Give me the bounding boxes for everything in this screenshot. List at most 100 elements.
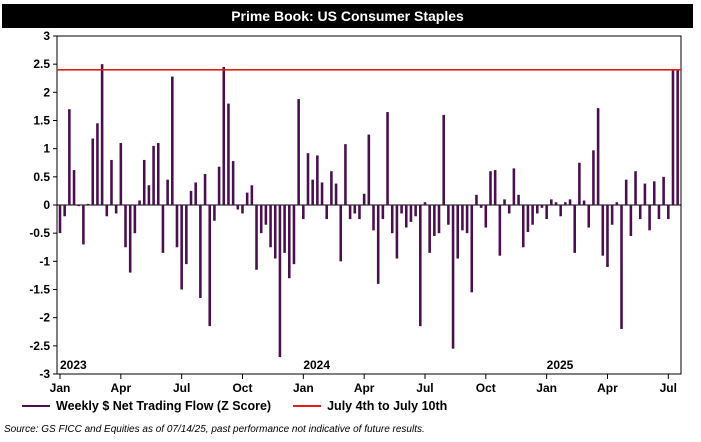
bar: [208, 205, 212, 327]
bar: [559, 205, 562, 217]
bar: [58, 205, 62, 234]
bar: [667, 205, 670, 220]
bar: [114, 205, 118, 214]
bar: [573, 205, 577, 253]
bar: [189, 190, 193, 205]
bar: [404, 205, 408, 228]
bar: [100, 64, 104, 205]
bar: [507, 205, 511, 214]
bar: [344, 144, 347, 205]
bar: [156, 143, 160, 205]
bar: [278, 205, 282, 358]
bar: [287, 205, 291, 279]
year-label: 2025: [547, 358, 574, 372]
bar: [222, 66, 226, 205]
bar: [479, 205, 483, 208]
bar: [203, 174, 207, 205]
y-tick-label: 0: [43, 198, 50, 212]
bar: [241, 205, 244, 214]
bar: [493, 170, 497, 205]
x-tick-label: Oct: [476, 381, 496, 395]
bar: [624, 179, 628, 205]
bar: [634, 171, 637, 205]
bar: [142, 159, 146, 205]
bar: [409, 205, 413, 222]
bar: [512, 168, 516, 205]
y-tick-label: 2.5: [33, 57, 50, 71]
bar: [245, 192, 249, 205]
x-tick-label: Jan: [293, 381, 314, 395]
legend-label-reference: July 4th to July 10th: [327, 399, 448, 413]
bar: [465, 205, 469, 234]
bar: [348, 205, 352, 220]
bar: [161, 205, 165, 253]
bar: [648, 205, 651, 231]
bar: [166, 179, 169, 205]
bar: [152, 145, 155, 205]
bar: [63, 205, 66, 217]
bar: [461, 205, 464, 231]
bar: [442, 114, 445, 205]
legend-item-flow: Weekly $ Net Trading Flow (Z Score): [22, 399, 271, 413]
bar: [568, 199, 572, 205]
y-tick-label: 1: [43, 142, 50, 156]
y-tick-label: 2: [43, 85, 50, 99]
bar: [255, 205, 258, 270]
bar: [227, 103, 230, 205]
bar: [582, 200, 586, 205]
bar: [180, 205, 183, 290]
bar: [339, 205, 343, 262]
bar: [554, 202, 558, 205]
bar: [456, 205, 460, 259]
bar: [213, 205, 216, 221]
bar: [367, 134, 371, 205]
bar: [273, 205, 277, 259]
bar: [652, 181, 656, 205]
bar: [662, 176, 665, 205]
x-tick-label: Jul: [660, 381, 677, 395]
bar: [475, 194, 478, 205]
bar: [259, 205, 263, 234]
bar: [171, 76, 174, 205]
x-tick-label: Oct: [232, 381, 252, 395]
bar: [133, 205, 137, 234]
bar: [498, 205, 502, 256]
legend-item-reference: July 4th to July 10th: [293, 399, 447, 413]
bar: [194, 182, 197, 205]
bar: [437, 205, 441, 234]
bar: [606, 205, 609, 267]
bar: [185, 205, 188, 265]
y-tick-label: 3: [43, 29, 50, 43]
bar: [521, 205, 525, 248]
bar: [414, 205, 417, 217]
y-tick-label: 1.5: [33, 114, 50, 128]
bar: [587, 205, 591, 228]
bar: [390, 205, 394, 234]
bar: [105, 205, 109, 217]
y-tick-label: 0.5: [33, 170, 50, 184]
bar: [362, 193, 366, 205]
y-tick-label: -2: [39, 311, 50, 325]
bar: [676, 69, 679, 205]
bar: [306, 153, 310, 205]
bar: [376, 205, 380, 284]
year-label: 2024: [303, 358, 330, 372]
legend-swatch-flow: [22, 405, 50, 407]
bar: [231, 161, 235, 205]
bar: [419, 205, 422, 327]
bar: [119, 143, 123, 205]
bar: [372, 205, 375, 231]
bar: [147, 185, 151, 205]
bar: [217, 166, 221, 205]
bar: [292, 205, 296, 265]
y-tick-label: -2.5: [29, 339, 50, 353]
bar: [657, 205, 661, 220]
bar: [592, 150, 595, 205]
bar: [671, 69, 675, 205]
x-tick-label: Apr: [354, 381, 375, 395]
bar: [72, 170, 76, 205]
bar: [489, 171, 492, 205]
bar: [545, 205, 548, 220]
x-tick-label: Apr: [597, 381, 618, 395]
bar: [86, 203, 90, 205]
